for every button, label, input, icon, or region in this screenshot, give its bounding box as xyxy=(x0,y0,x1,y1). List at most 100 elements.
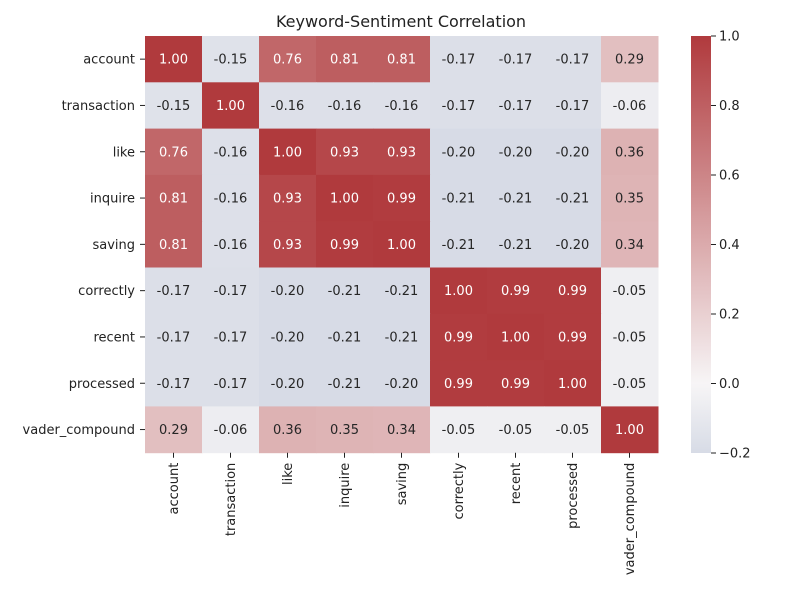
cell-value-label: 1.00 xyxy=(330,192,359,207)
heatmap-cell xyxy=(373,406,431,454)
heatmap-cell xyxy=(601,128,659,176)
cell-value-label: 0.35 xyxy=(615,192,644,207)
colorbar-gradient xyxy=(691,36,711,453)
cell-value-label: 0.81 xyxy=(330,53,359,68)
heatmap-cell xyxy=(202,128,260,176)
heatmap-cell xyxy=(601,36,659,83)
cell-value-label: -0.21 xyxy=(328,284,362,299)
heatmap-cell xyxy=(430,36,488,83)
heatmap-cell xyxy=(373,82,431,130)
cell-value-label: 0.99 xyxy=(387,192,416,207)
cell-value-label: -0.17 xyxy=(214,330,248,345)
heatmap-cell xyxy=(601,360,659,407)
column-label: correctly xyxy=(452,462,467,519)
heatmap-cell xyxy=(145,267,203,315)
cell-value-label: -0.05 xyxy=(613,330,647,345)
heatmap-cell xyxy=(202,360,260,407)
cell-value-label: 1.00 xyxy=(558,377,587,392)
heatmap-cell xyxy=(430,360,488,407)
heatmap-cell-labels: 1.00 -0.15 0.76 0.81 0.81 -0.17 -0.17 -0.17 0.29… xyxy=(157,53,647,438)
cell-value-label: 0.93 xyxy=(330,145,359,160)
row-label: transaction xyxy=(62,99,135,114)
heatmap-cell xyxy=(145,128,203,176)
column-label: processed xyxy=(566,463,581,529)
row-label: processed xyxy=(69,377,135,392)
heatmap-cell xyxy=(316,360,374,407)
cell-value-label: 0.99 xyxy=(558,284,587,299)
heatmap-cell xyxy=(430,174,488,222)
heatmap-cell xyxy=(487,360,545,407)
cell-value-label: 0.29 xyxy=(615,53,644,68)
row-label: correctly xyxy=(78,284,135,299)
heatmap-cell xyxy=(202,406,260,454)
cell-value-label: -0.21 xyxy=(328,330,362,345)
chart-title: Keyword-Sentiment Correlation xyxy=(276,12,526,31)
cell-value-label: -0.21 xyxy=(499,192,533,207)
heatmap-cell xyxy=(544,128,602,176)
heatmap-cell xyxy=(316,221,374,268)
heatmap-cell xyxy=(202,267,260,315)
row-label: inquire xyxy=(90,192,135,207)
cell-value-label: 1.00 xyxy=(273,145,302,160)
cell-value-label: -0.17 xyxy=(499,99,533,114)
cell-value-label: -0.05 xyxy=(613,284,647,299)
heatmap-cell xyxy=(601,174,659,222)
cell-value-label: -0.17 xyxy=(157,284,191,299)
heatmap-cell xyxy=(145,36,203,83)
heatmap-cell xyxy=(430,128,488,176)
cell-value-label: -0.17 xyxy=(442,53,476,68)
cell-value-label: -0.21 xyxy=(442,238,476,253)
colorbar-tick-label: 0.0 xyxy=(719,377,740,392)
colorbar: −0.2 0.0 0.2 0.4 0.6 0.8 1.0 xyxy=(691,30,751,462)
cell-value-label: -0.15 xyxy=(157,99,191,114)
heatmap-cell xyxy=(373,174,431,222)
heatmap-cell xyxy=(316,174,374,222)
heatmap-cell xyxy=(544,267,602,315)
cell-value-label: 1.00 xyxy=(159,53,188,68)
heatmap-cell xyxy=(487,221,545,268)
cell-value-label: -0.05 xyxy=(499,423,533,438)
cell-value-label: -0.06 xyxy=(214,423,248,438)
heatmap-cell xyxy=(259,360,317,407)
heatmap-cell xyxy=(544,360,602,407)
heatmap-cell xyxy=(316,128,374,176)
cell-value-label: 0.81 xyxy=(159,238,188,253)
cell-value-label: -0.16 xyxy=(214,145,248,160)
cell-value-label: 0.99 xyxy=(501,284,530,299)
heatmap-cell xyxy=(145,406,203,454)
cell-value-label: -0.20 xyxy=(271,284,305,299)
cell-value-label: -0.20 xyxy=(385,377,419,392)
cell-value-label: -0.17 xyxy=(157,377,191,392)
heatmap-cell xyxy=(544,406,602,454)
cell-value-label: 1.00 xyxy=(444,284,473,299)
cell-value-label: 0.99 xyxy=(558,330,587,345)
cell-value-label: 0.93 xyxy=(273,192,302,207)
column-label: saving xyxy=(395,463,410,506)
column-label: vader_compound xyxy=(623,463,638,575)
heatmap-cell xyxy=(316,313,374,361)
heatmap-cell xyxy=(145,313,203,361)
cell-value-label: -0.16 xyxy=(214,238,248,253)
cell-value-label: 1.00 xyxy=(387,238,416,253)
colorbar-tick-label: 0.8 xyxy=(719,99,740,114)
cell-value-label: 1.00 xyxy=(216,99,245,114)
cell-value-label: -0.16 xyxy=(385,99,419,114)
cell-value-label: -0.20 xyxy=(499,145,533,160)
heatmap-cell xyxy=(430,267,488,315)
heatmap-cell xyxy=(487,174,545,222)
heatmap-cell xyxy=(487,313,545,361)
cell-value-label: 0.81 xyxy=(159,192,188,207)
cell-value-label: 0.99 xyxy=(330,238,359,253)
heatmap-cell xyxy=(316,267,374,315)
cell-value-label: -0.21 xyxy=(442,192,476,207)
cell-value-label: 0.99 xyxy=(444,377,473,392)
heatmap-cell xyxy=(316,82,374,130)
column-label: account xyxy=(167,463,182,515)
cell-value-label: 0.34 xyxy=(387,423,416,438)
heatmap-cell xyxy=(487,267,545,315)
cell-value-label: 0.36 xyxy=(615,145,644,160)
cell-value-label: 0.34 xyxy=(615,238,644,253)
cell-value-label: -0.20 xyxy=(271,330,305,345)
cell-value-label: -0.05 xyxy=(613,377,647,392)
column-label: inquire xyxy=(338,463,353,508)
